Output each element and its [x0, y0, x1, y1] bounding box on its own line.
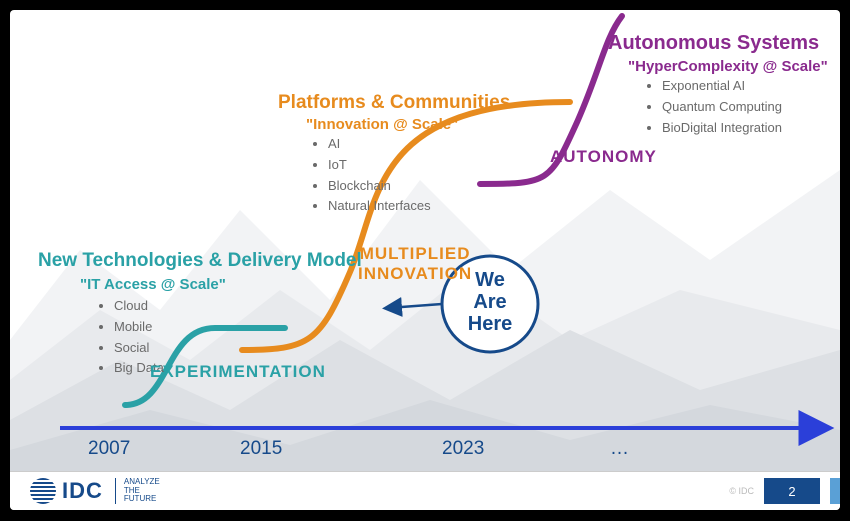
idc-logo: IDC ANALYZETHEFUTURE [30, 478, 160, 504]
bullet-item: Quantum Computing [662, 97, 782, 118]
page-edge [830, 478, 840, 504]
bullet-item: AI [328, 134, 431, 155]
bullet-item: Exponential AI [662, 76, 782, 97]
wave2-phase: MULTIPLIEDINNOVATION [358, 244, 472, 284]
year-0: 2007 [88, 438, 130, 460]
we-are-here-line1: We [475, 269, 505, 291]
year-3: … [610, 438, 629, 460]
page-number: 2 [764, 478, 820, 504]
bullet-item: Blockchain [328, 176, 431, 197]
year-1: 2015 [240, 438, 282, 460]
bullet-item: BioDigital Integration [662, 118, 782, 139]
bullet-item: Natural Interfaces [328, 196, 431, 217]
copyright: © IDC [729, 486, 754, 496]
wave1-title: New Technologies & Delivery Model [38, 250, 362, 272]
bullet-item: Cloud [114, 296, 164, 317]
idc-logo-text: IDC [62, 478, 103, 504]
bullet-item: Social [114, 338, 164, 359]
wave1-subtitle: "IT Access @ Scale" [80, 276, 226, 293]
wave3-phase: AUTONOMY [550, 147, 657, 167]
slide: We Are Here New Technologies & Delivery … [10, 10, 840, 510]
footer: IDC ANALYZETHEFUTURE © IDC 2 [10, 471, 840, 510]
we-are-here-line2: Are [473, 291, 506, 313]
idc-tagline: ANALYZETHEFUTURE [115, 478, 160, 504]
bullet-item: IoT [328, 155, 431, 176]
wave3-bullets: Exponential AIQuantum ComputingBioDigita… [644, 76, 782, 138]
wave1-phase: EXPERIMENTATION [150, 362, 326, 382]
year-2: 2023 [442, 438, 484, 460]
we-are-here-line3: Here [468, 313, 512, 335]
chart-area: We Are Here New Technologies & Delivery … [10, 10, 840, 472]
wave2-subtitle: "Innovation @ Scale" [306, 116, 458, 133]
idc-globe-icon [30, 478, 56, 504]
wave2-bullets: AIIoTBlockchainNatural Interfaces [310, 134, 431, 217]
wave2-title: Platforms & Communities [278, 92, 510, 114]
wave3-subtitle: "HyperComplexity @ Scale" [628, 58, 828, 75]
we-are-here-arrow [388, 304, 442, 308]
wave3-title: Autonomous Systems [608, 32, 819, 55]
bullet-item: Mobile [114, 317, 164, 338]
